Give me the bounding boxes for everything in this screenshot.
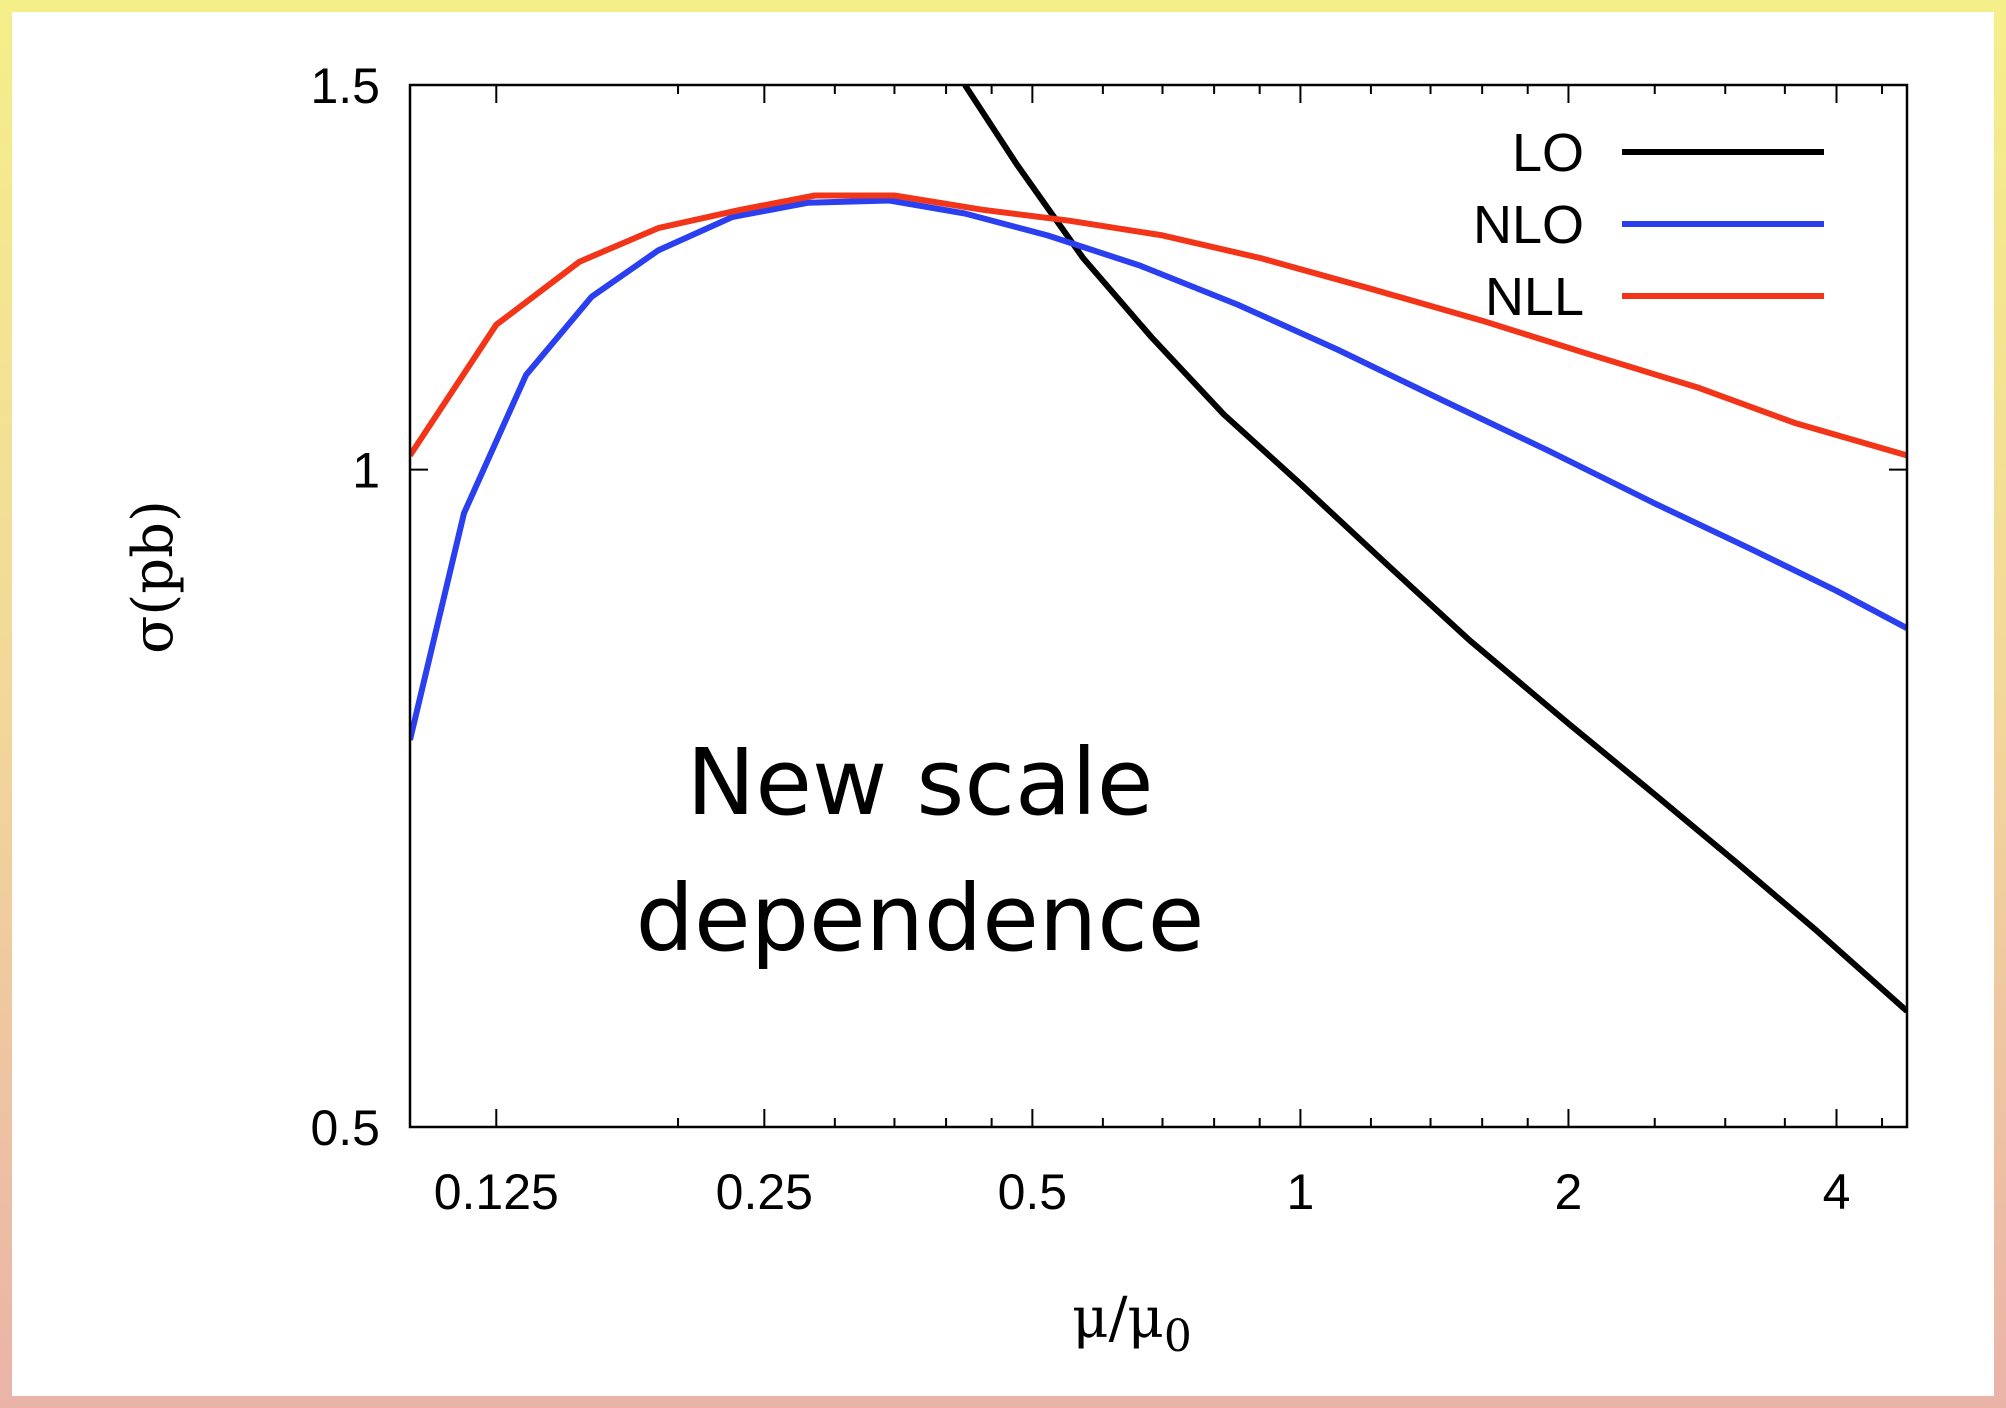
x-axis-label-main: μ/μ	[1072, 1286, 1164, 1351]
x-tick-label: 1	[1287, 1164, 1315, 1220]
series-line-nlo	[410, 197, 1907, 741]
annotation-line-1: New scale	[687, 729, 1154, 836]
series-line-nll	[410, 192, 1907, 459]
x-axis-label: μ/μ0	[1072, 1286, 1192, 1362]
scale-dependence-chart: 0.125 0.25 0.5 1 2 4 0.5 1 1.5 LO NLO NLL σ(pb) μ…	[121, 58, 1909, 1362]
x-tick-label: 0.5	[998, 1164, 1068, 1220]
plot-area-border	[408, 83, 1909, 1129]
annotation-line-2: dependence	[636, 865, 1205, 972]
x-tick-labels: 0.125 0.25 0.5 1 2 4	[434, 1164, 1851, 1220]
y-tick-label: 1	[352, 443, 380, 499]
x-axis-label-subscript: 0	[1164, 1311, 1192, 1362]
legend-label-lo: LO	[1512, 123, 1584, 183]
y-tick-labels: 0.5 1 1.5	[310, 58, 380, 1156]
y-axis-label: σ(pb)	[121, 500, 186, 654]
series-layer	[410, 85, 1907, 1014]
legend: LO NLO NLL	[1473, 123, 1824, 327]
series-line-lo	[962, 85, 1907, 1014]
legend-label-nlo: NLO	[1473, 195, 1584, 255]
x-tick-label: 2	[1555, 1164, 1583, 1220]
y-tick-label: 0.5	[310, 1100, 380, 1156]
x-tick-label: 0.25	[716, 1164, 813, 1220]
legend-label-nll: NLL	[1485, 267, 1584, 327]
y-tick-label: 1.5	[310, 58, 380, 114]
x-tick-label: 4	[1823, 1164, 1851, 1220]
x-tick-label: 0.125	[434, 1164, 559, 1220]
chart-frame: 0.125 0.25 0.5 1 2 4 0.5 1 1.5 LO NLO NLL σ(pb) μ…	[12, 12, 1994, 1396]
